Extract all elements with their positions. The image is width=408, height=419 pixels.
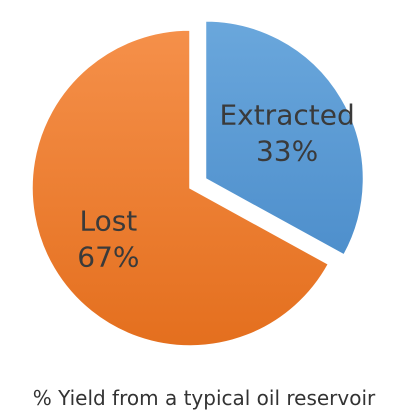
pie-slice-extracted (204, 20, 365, 256)
chart-caption: % Yield from a typical oil reservoir (32, 386, 376, 410)
slice-value-extracted: 33% (256, 135, 318, 168)
slice-label-extracted: Extracted (219, 99, 354, 132)
slice-label-lost: Lost (79, 204, 137, 237)
pie-slice-lost (31, 29, 330, 347)
slice-value-lost: 67% (77, 240, 139, 273)
